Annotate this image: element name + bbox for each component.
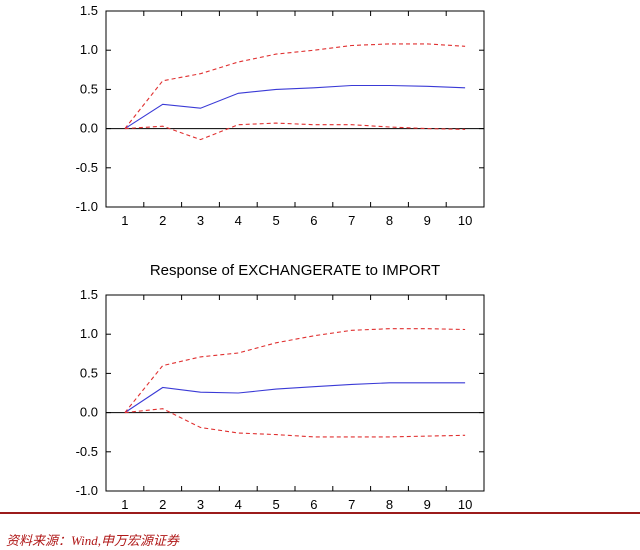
y-tick-label: -0.5	[76, 160, 98, 175]
x-tick-label: 6	[310, 497, 317, 512]
x-tick-label: 9	[424, 497, 431, 512]
x-tick-label: 9	[424, 213, 431, 228]
x-tick-label: 2	[159, 213, 166, 228]
plot-frame	[105, 10, 485, 208]
chart-bottom: Response of EXCHANGERATE to IMPORT 1.5 1.0…	[76, 262, 485, 512]
x-tick-label: 1	[121, 497, 128, 512]
series-line-upper-band	[124, 328, 466, 413]
footer-divider	[0, 512, 640, 514]
x-tick-label: 7	[348, 497, 355, 512]
series-line-lower-band	[124, 122, 466, 141]
y-tick-label: 1.5	[80, 3, 98, 18]
x-tick-label: 8	[386, 497, 393, 512]
y-tick-label: 1.0	[80, 42, 98, 57]
x-tick-label: 1	[121, 213, 128, 228]
x-tick-label: 3	[197, 497, 204, 512]
series-line-response	[124, 382, 466, 414]
x-tick-label: 6	[310, 213, 317, 228]
x-tick-label: 8	[386, 213, 393, 228]
source-note: 资料来源：Wind,申万宏源证券	[6, 533, 179, 548]
y-tick-label: 0.0	[80, 405, 98, 420]
plot-frame	[105, 294, 485, 492]
y-tick-label: 0.5	[80, 81, 98, 96]
x-tick-label: 4	[235, 497, 242, 512]
x-tick-label: 5	[272, 497, 279, 512]
chart-title: Response of EXCHANGERATE to IMPORT	[150, 262, 440, 279]
y-tick-label: 1.5	[80, 287, 98, 302]
series-line-upper-band	[124, 43, 466, 129]
x-tick-label: 7	[348, 213, 355, 228]
figure-canvas: 1.5 1.0 0.5 0.0 -0.5 -1.0 1 2 3 4 5 6 7 8 9 10 Response…	[76, 3, 485, 512]
y-tick-label: -1.0	[76, 199, 98, 214]
y-tick-label: -1.0	[76, 483, 98, 498]
y-tick-label: 0.0	[80, 121, 98, 136]
x-tick-label: 10	[458, 497, 472, 512]
series-line-response	[124, 84, 466, 130]
x-tick-label: 4	[235, 213, 242, 228]
x-tick-label: 10	[458, 213, 472, 228]
x-tick-label: 5	[272, 213, 279, 228]
y-tick-label: 0.5	[80, 365, 98, 380]
x-tick-label: 3	[197, 213, 204, 228]
series-line-lower-band	[124, 408, 466, 438]
x-tick-label: 2	[159, 497, 166, 512]
y-tick-label: 1.0	[80, 326, 98, 341]
chart-top: 1.5 1.0 0.5 0.0 -0.5 -1.0 1 2 3 4 5 6 7 8 9 10	[76, 3, 485, 228]
y-tick-label: -0.5	[76, 444, 98, 459]
